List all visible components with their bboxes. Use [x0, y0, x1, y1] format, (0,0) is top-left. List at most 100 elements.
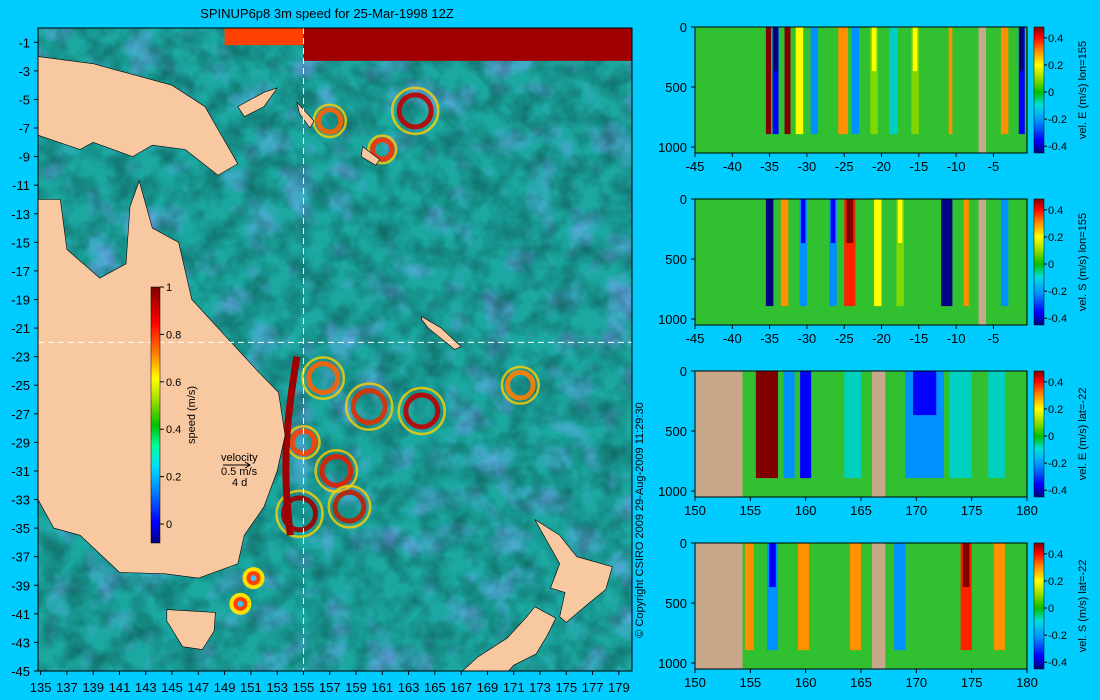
section-land [978, 27, 986, 153]
section-land [872, 371, 886, 497]
section-panel: -45 -40 -35 -30 -25 -20 -15 -10 -5 0 500 1000 0.4 0.2… [658, 20, 1089, 174]
section-land [978, 199, 986, 325]
section-x-tick-label: 150 [684, 503, 706, 518]
section-colorbar-tick-label: 0.2 [1048, 60, 1063, 72]
section-band-core [767, 199, 772, 244]
map-x-tick-label: 163 [398, 680, 420, 695]
eddy-ring [397, 386, 446, 436]
section-band-core [812, 27, 817, 72]
section-x-tick-label: 150 [684, 675, 706, 690]
section-y-tick-label: 1000 [658, 312, 687, 327]
section-y-tick-label: 0 [680, 364, 687, 379]
eddy [370, 137, 395, 162]
section-y-tick-label: 0 [680, 536, 687, 551]
velocity-key-label: velocity [221, 452, 258, 464]
section-band [1000, 199, 1009, 307]
map-x-tick-label: 145 [161, 680, 183, 695]
map-x-tick-label: 167 [450, 680, 472, 695]
section-panel: 150 155 160 165 170 175 180 0 500 1000 0.4 0.2 0 -0.2… [658, 536, 1089, 690]
map-y-tick-label: -41 [11, 607, 30, 622]
east-australian-current [282, 356, 301, 536]
eddy-ring [301, 356, 346, 401]
section-band [765, 199, 774, 307]
section-y-tick-label: 1000 [658, 656, 687, 671]
section-y-tick-label: 0 [680, 20, 687, 35]
speed-colorbar-tick-label: 1 [166, 282, 172, 294]
section-band-core [949, 27, 952, 72]
map-x-tick-label: 143 [135, 680, 157, 695]
section-y-tick-label: 500 [665, 252, 687, 267]
map-y-tick-label: -39 [11, 578, 30, 593]
eddy-ring [327, 484, 372, 529]
map-x-ticks: 135 137 139 141 143 145 147 149 151 153 155 157 159 1… [30, 671, 630, 695]
section-band-core [746, 543, 752, 588]
section-band [894, 543, 906, 651]
section-x-tick-label: -10 [947, 159, 966, 174]
section-colorbar-tick-label: 0.2 [1048, 404, 1063, 416]
section-band-core [875, 199, 881, 244]
section-band-core [802, 371, 809, 416]
section-band-core [800, 199, 806, 244]
section-x-tick-label: 160 [795, 675, 817, 690]
map-x-tick-label: 159 [345, 680, 367, 695]
section-panels: -45 -40 -35 -30 -25 -20 -15 -10 -5 0 500 1000 0.4 0.2… [658, 20, 1089, 690]
map-x-tick-label: 173 [529, 680, 551, 695]
speed-colorbar: 1 0.8 0.6 0.4 0.2 0 speed (m/s) [150, 282, 198, 544]
section-band [783, 371, 795, 479]
map-y-tick-label: -1 [18, 35, 30, 50]
section-x-tick-label: -45 [686, 331, 705, 346]
section-band [896, 199, 904, 307]
speed-colorbar-ticks: 1 0.8 0.6 0.4 0.2 0 [160, 282, 181, 531]
new-zealand-north [534, 519, 613, 623]
section-band-core [785, 371, 793, 416]
section-x-tick-label: -35 [760, 159, 779, 174]
section-band [797, 543, 809, 651]
map-y-tick-label: -43 [11, 635, 30, 650]
section-y-tick-label: 0 [680, 192, 687, 207]
equatorial-current [303, 28, 632, 61]
eddy-ring [500, 365, 540, 405]
section-x-tick-label: -20 [872, 159, 891, 174]
section-crosshair [38, 28, 632, 671]
section-land [872, 543, 886, 669]
section-band [772, 27, 779, 135]
section-colorbar-tick-label: 0 [1048, 603, 1054, 615]
map-x-tick-label: 137 [56, 680, 78, 695]
section-x-tick-label: -10 [947, 331, 966, 346]
section-colorbar-tick-label: 0.4 [1048, 205, 1063, 217]
section-colorbar-tick-label: -0.2 [1048, 458, 1067, 470]
section-band-core [785, 27, 790, 72]
section-frame [694, 198, 1028, 326]
section-band [799, 199, 807, 307]
section-x-tick-label: 165 [850, 675, 872, 690]
section-x-tick-label: 180 [1016, 503, 1038, 518]
section-x-tick-label: -45 [686, 159, 705, 174]
section-x-tick-label: 155 [739, 503, 761, 518]
eddy [316, 107, 344, 135]
section-band-core [852, 543, 859, 588]
section-colorbar-tick-label: 0.4 [1048, 33, 1063, 45]
section-band [744, 543, 754, 651]
section-band [874, 199, 882, 307]
section-colorbar-tick-label: -0.2 [1048, 286, 1067, 298]
section-x-tick-label: -30 [798, 159, 817, 174]
section-x-tick-label: -5 [988, 159, 1000, 174]
section-band [960, 543, 972, 651]
section-band-core [943, 199, 951, 244]
section-x-tick-label: -5 [988, 331, 1000, 346]
section-colorbar-tick-label: -0.2 [1048, 114, 1067, 126]
section-band [948, 27, 953, 135]
section-band [870, 27, 878, 135]
map-y-tick-label: -23 [11, 350, 30, 365]
section-colorbar-tick-label: -0.4 [1048, 313, 1067, 325]
section-band [1000, 27, 1009, 135]
section-colorbar-tick-label: 0.2 [1048, 576, 1063, 588]
section-y-tick-label: 500 [665, 80, 687, 95]
section-colorbar [1033, 198, 1045, 326]
section-band-core [846, 199, 854, 244]
eddy-ring [344, 382, 394, 431]
speed-colorbar-label: speed (m/s) [186, 386, 198, 444]
map-y-tick-label: -37 [11, 550, 30, 565]
section-band-core [800, 543, 807, 588]
eddy [504, 369, 536, 401]
